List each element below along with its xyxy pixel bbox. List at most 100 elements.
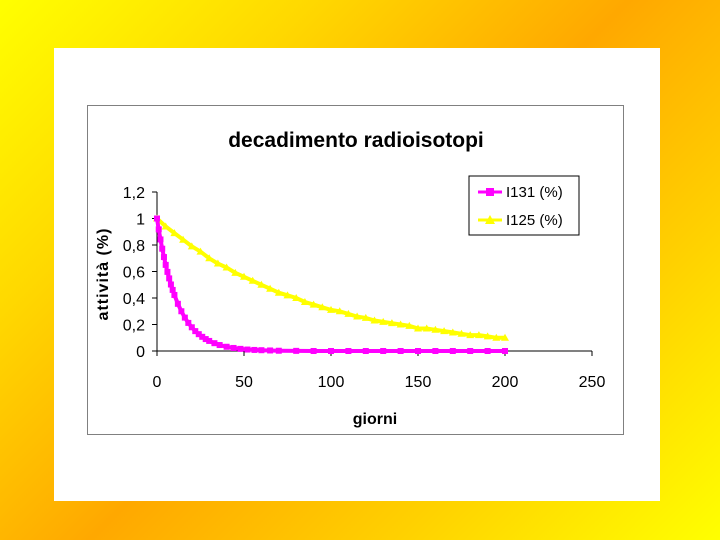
legend-label: I125 (%): [506, 212, 563, 229]
data-point: [230, 344, 237, 351]
x-tick-label: 100: [318, 374, 345, 391]
data-point: [328, 348, 334, 354]
data-point: [216, 342, 223, 349]
data-point: [155, 226, 162, 233]
legend-entry: I131 (%): [478, 184, 563, 201]
data-point: [164, 268, 171, 275]
data-point: [466, 331, 475, 339]
legend-label: I131 (%): [506, 184, 563, 201]
x-axis-label: giorni: [353, 411, 397, 428]
data-point: [483, 332, 492, 340]
legend-marker: [486, 188, 494, 196]
data-point: [309, 300, 318, 308]
data-point: [353, 312, 362, 320]
data-point: [179, 235, 188, 243]
data-point: [244, 346, 251, 353]
data-point: [206, 337, 213, 344]
data-point: [223, 343, 230, 350]
data-point: [492, 333, 501, 341]
data-point: [370, 316, 379, 324]
series-i131: [154, 215, 508, 354]
x-tick-label: 200: [492, 374, 519, 391]
series-line: [155, 217, 505, 340]
data-point: [283, 291, 292, 299]
data-point: [310, 348, 317, 354]
data-point: [161, 222, 170, 230]
data-point: [251, 346, 258, 353]
data-point: [166, 275, 173, 282]
data-point: [448, 328, 457, 336]
data-point: [274, 288, 283, 296]
legend-box: [468, 175, 580, 236]
data-point: [502, 348, 508, 354]
data-point: [195, 331, 202, 338]
data-point: [167, 281, 174, 288]
y-tick-label: 0: [136, 344, 145, 361]
y-tick-label: 0,6: [123, 265, 145, 282]
data-point: [222, 263, 231, 271]
y-tick-label: 1,2: [123, 185, 145, 202]
data-point: [188, 324, 195, 331]
series-i125: [153, 214, 509, 341]
data-point: [169, 286, 176, 293]
data-point: [174, 300, 181, 307]
data-point: [196, 247, 205, 255]
data-point: [258, 347, 265, 354]
data-point: [380, 348, 387, 354]
data-point: [205, 254, 214, 262]
data-point: [327, 305, 335, 313]
x-tick-label: 250: [579, 374, 606, 391]
data-point: [237, 345, 244, 352]
data-point: [345, 348, 352, 354]
data-point: [422, 324, 431, 332]
data-point: [266, 284, 275, 292]
data-point: [171, 291, 178, 298]
data-point: [187, 242, 196, 250]
data-point: [192, 328, 199, 335]
x-tick-label: 150: [405, 374, 432, 391]
data-point: [415, 348, 421, 354]
data-point: [159, 245, 166, 252]
data-point: [257, 280, 266, 288]
y-tick-label: 0,4: [123, 291, 145, 308]
data-point: [211, 340, 218, 347]
data-point: [440, 327, 449, 335]
data-point: [467, 348, 474, 354]
data-point: [185, 319, 192, 326]
data-point: [240, 272, 248, 280]
data-point: [379, 317, 388, 325]
y-tick-label: 1: [136, 212, 145, 229]
data-point: [361, 313, 370, 321]
plot-series: [153, 214, 509, 354]
data-point: [397, 348, 404, 354]
data-point: [154, 215, 160, 222]
data-point: [387, 319, 396, 327]
data-point: [213, 259, 222, 267]
data-point: [267, 347, 274, 354]
chart-svg: decadimento radioisotopi giorni attività…: [95, 129, 606, 428]
y-axis-label: attività (%): [95, 228, 112, 321]
x-tick-label: 50: [235, 374, 253, 391]
data-point: [431, 325, 440, 333]
data-point: [318, 303, 327, 311]
data-point: [202, 336, 209, 343]
data-point: [344, 309, 353, 317]
data-point: [275, 347, 282, 354]
data-point: [335, 307, 344, 315]
data-point: [199, 333, 206, 340]
data-point: [405, 321, 414, 329]
legend: I131 (%) I125 (%): [468, 175, 580, 236]
data-point: [300, 297, 309, 305]
data-point: [293, 347, 300, 354]
data-point: [162, 261, 169, 268]
data-point: [160, 254, 167, 261]
data-point: [484, 348, 491, 354]
axes: 0 0,2 0,4 0,6 0,8 1 1,2 0 50 100 150 200 250: [123, 185, 606, 391]
data-point: [449, 348, 456, 354]
legend-entry: I125 (%): [478, 212, 563, 229]
data-point: [474, 331, 483, 339]
data-point: [170, 229, 179, 237]
data-point: [457, 329, 466, 337]
data-point: [157, 236, 164, 243]
data-point: [432, 348, 439, 354]
